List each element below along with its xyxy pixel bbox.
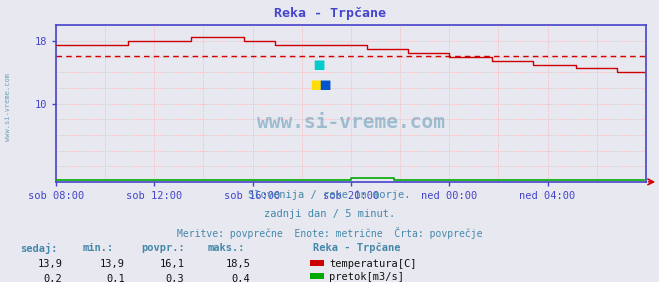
Text: 0,2: 0,2: [44, 274, 63, 282]
Text: www.si-vreme.com: www.si-vreme.com: [5, 73, 11, 141]
Text: temperatura[C]: temperatura[C]: [330, 259, 417, 269]
Text: Meritve: povprečne  Enote: metrične  Črta: povprečje: Meritve: povprečne Enote: metrične Črta:…: [177, 227, 482, 239]
Text: min.:: min.:: [82, 243, 113, 252]
Text: maks.:: maks.:: [208, 243, 245, 252]
Text: sedaj:: sedaj:: [20, 243, 57, 254]
Text: ▪: ▪: [309, 75, 322, 94]
Text: Reka - Trpčane: Reka - Trpčane: [313, 243, 401, 253]
Text: povpr.:: povpr.:: [142, 243, 185, 252]
Text: 0,3: 0,3: [166, 274, 185, 282]
Text: www.si-vreme.com: www.si-vreme.com: [257, 113, 445, 132]
Text: ▪: ▪: [312, 55, 325, 74]
Text: zadnji dan / 5 minut.: zadnji dan / 5 minut.: [264, 209, 395, 219]
Text: 18,5: 18,5: [225, 259, 250, 269]
Text: 0,1: 0,1: [107, 274, 125, 282]
Text: Slovenija / reke in morje.: Slovenija / reke in morje.: [248, 190, 411, 200]
Text: 16,1: 16,1: [159, 259, 185, 269]
Text: 13,9: 13,9: [100, 259, 125, 269]
Text: pretok[m3/s]: pretok[m3/s]: [330, 272, 405, 282]
Text: 0,4: 0,4: [232, 274, 250, 282]
Text: ▪: ▪: [318, 75, 331, 94]
Text: Reka - Trpčane: Reka - Trpčane: [273, 7, 386, 20]
Text: 13,9: 13,9: [38, 259, 63, 269]
